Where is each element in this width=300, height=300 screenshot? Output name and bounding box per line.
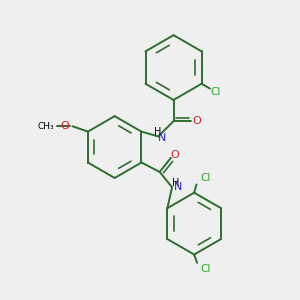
Text: H: H — [172, 178, 179, 188]
Text: O: O — [60, 121, 69, 131]
Text: O: O — [170, 150, 179, 161]
Text: Cl: Cl — [210, 87, 221, 97]
Text: O: O — [193, 116, 202, 126]
Text: Cl: Cl — [200, 173, 210, 183]
Text: Cl: Cl — [201, 264, 211, 274]
Text: N: N — [174, 182, 183, 192]
Text: N: N — [158, 133, 166, 143]
Text: CH₃: CH₃ — [37, 122, 54, 131]
Text: H: H — [154, 127, 161, 137]
